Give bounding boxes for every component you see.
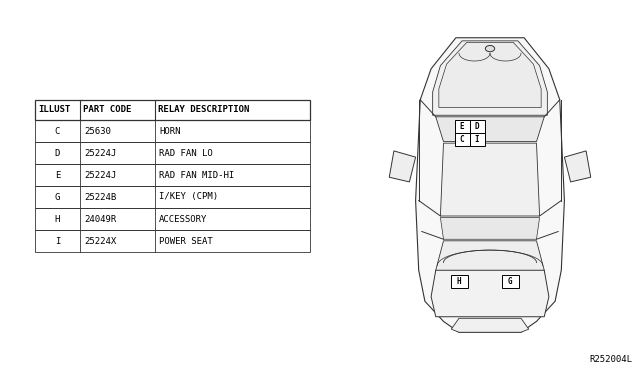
Ellipse shape xyxy=(485,45,495,52)
Text: 25224J: 25224J xyxy=(84,170,116,180)
Polygon shape xyxy=(436,241,544,291)
Polygon shape xyxy=(564,151,591,182)
Bar xyxy=(451,275,467,288)
Text: I: I xyxy=(475,135,479,144)
Text: H: H xyxy=(55,215,60,224)
Text: C: C xyxy=(460,135,465,144)
Text: H: H xyxy=(457,277,461,286)
Polygon shape xyxy=(436,117,544,142)
Text: PART CODE: PART CODE xyxy=(83,106,131,115)
Bar xyxy=(454,133,470,146)
Text: ILLUST: ILLUST xyxy=(38,106,70,115)
Polygon shape xyxy=(415,38,564,332)
Text: HORN: HORN xyxy=(159,126,180,135)
Text: E: E xyxy=(460,122,465,131)
Text: I: I xyxy=(55,237,60,246)
Text: 25630: 25630 xyxy=(84,126,111,135)
Text: 25224X: 25224X xyxy=(84,237,116,246)
Polygon shape xyxy=(389,151,415,182)
Bar xyxy=(470,133,484,146)
Polygon shape xyxy=(431,270,549,317)
Bar xyxy=(35,142,310,164)
Text: 25224B: 25224B xyxy=(84,192,116,202)
Polygon shape xyxy=(439,42,541,108)
Bar xyxy=(35,164,310,186)
Bar xyxy=(35,120,310,142)
Text: ACCESSORY: ACCESSORY xyxy=(159,215,207,224)
Text: R252004L: R252004L xyxy=(589,355,632,364)
Text: D: D xyxy=(475,122,479,131)
Text: D: D xyxy=(55,148,60,157)
Text: G: G xyxy=(55,192,60,202)
Text: I/KEY (CPM): I/KEY (CPM) xyxy=(159,192,218,202)
Polygon shape xyxy=(451,318,529,332)
Text: 25224J: 25224J xyxy=(84,148,116,157)
Bar xyxy=(470,120,484,133)
Text: POWER SEAT: POWER SEAT xyxy=(159,237,212,246)
Text: E: E xyxy=(55,170,60,180)
Bar xyxy=(35,230,310,252)
Polygon shape xyxy=(440,218,540,239)
Polygon shape xyxy=(433,41,547,115)
Text: RELAY DESCRIPTION: RELAY DESCRIPTION xyxy=(158,106,250,115)
Text: C: C xyxy=(55,126,60,135)
Text: RAD FAN LO: RAD FAN LO xyxy=(159,148,212,157)
Bar xyxy=(502,275,518,288)
Text: 24049R: 24049R xyxy=(84,215,116,224)
Bar xyxy=(35,100,310,120)
Text: G: G xyxy=(508,277,513,286)
Bar xyxy=(35,186,310,208)
Polygon shape xyxy=(440,143,540,216)
Bar xyxy=(35,208,310,230)
Text: RAD FAN MID-HI: RAD FAN MID-HI xyxy=(159,170,234,180)
Bar xyxy=(454,120,470,133)
